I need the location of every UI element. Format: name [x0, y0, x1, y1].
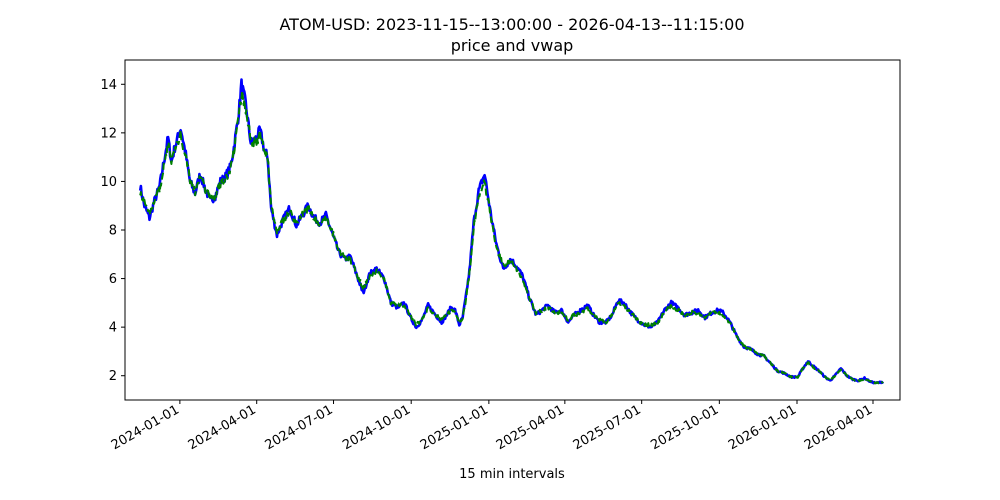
x-tick-label: 2025-07-01 [571, 402, 644, 453]
price-line [138, 78, 885, 385]
x-tick-label: 2024-01-01 [109, 402, 182, 453]
x-tick-label: 2025-01-01 [418, 402, 491, 453]
x-tick-label: 2026-01-01 [726, 402, 799, 453]
x-tick-label: 2026-04-01 [802, 402, 875, 453]
vwap-line [139, 90, 884, 385]
y-tick-label: 12 [100, 126, 117, 141]
plot-frame [124, 59, 901, 401]
x-tick-label: 2024-04-01 [186, 402, 259, 453]
x-tick-label: 2024-07-01 [263, 402, 336, 453]
y-tick-label: 2 [109, 369, 117, 384]
y-tick-label: 14 [100, 78, 117, 93]
x-tick-label: 2025-04-01 [494, 402, 567, 453]
y-tick-label: 8 [109, 224, 117, 239]
x-axis: 2024-01-01 2024-04-01 2024-07-01 2024-10-01… [109, 400, 875, 453]
y-tick-label: 4 [109, 321, 117, 336]
series-layer [138, 78, 885, 385]
chart-subtitle: price and vwap [451, 36, 574, 55]
x-axis-label: 15 min intervals [459, 467, 565, 482]
chart-title: ATOM-USD: 2023-11-15--13:00:00 - 2026-04… [279, 15, 744, 34]
y-axis: 2 4 6 8 10 12 14 [100, 78, 125, 384]
x-tick-label: 2024-10-01 [340, 402, 413, 453]
x-tick-label: 2025-10-01 [648, 402, 721, 453]
y-tick-label: 10 [100, 175, 117, 190]
y-tick-label: 6 [109, 272, 117, 287]
